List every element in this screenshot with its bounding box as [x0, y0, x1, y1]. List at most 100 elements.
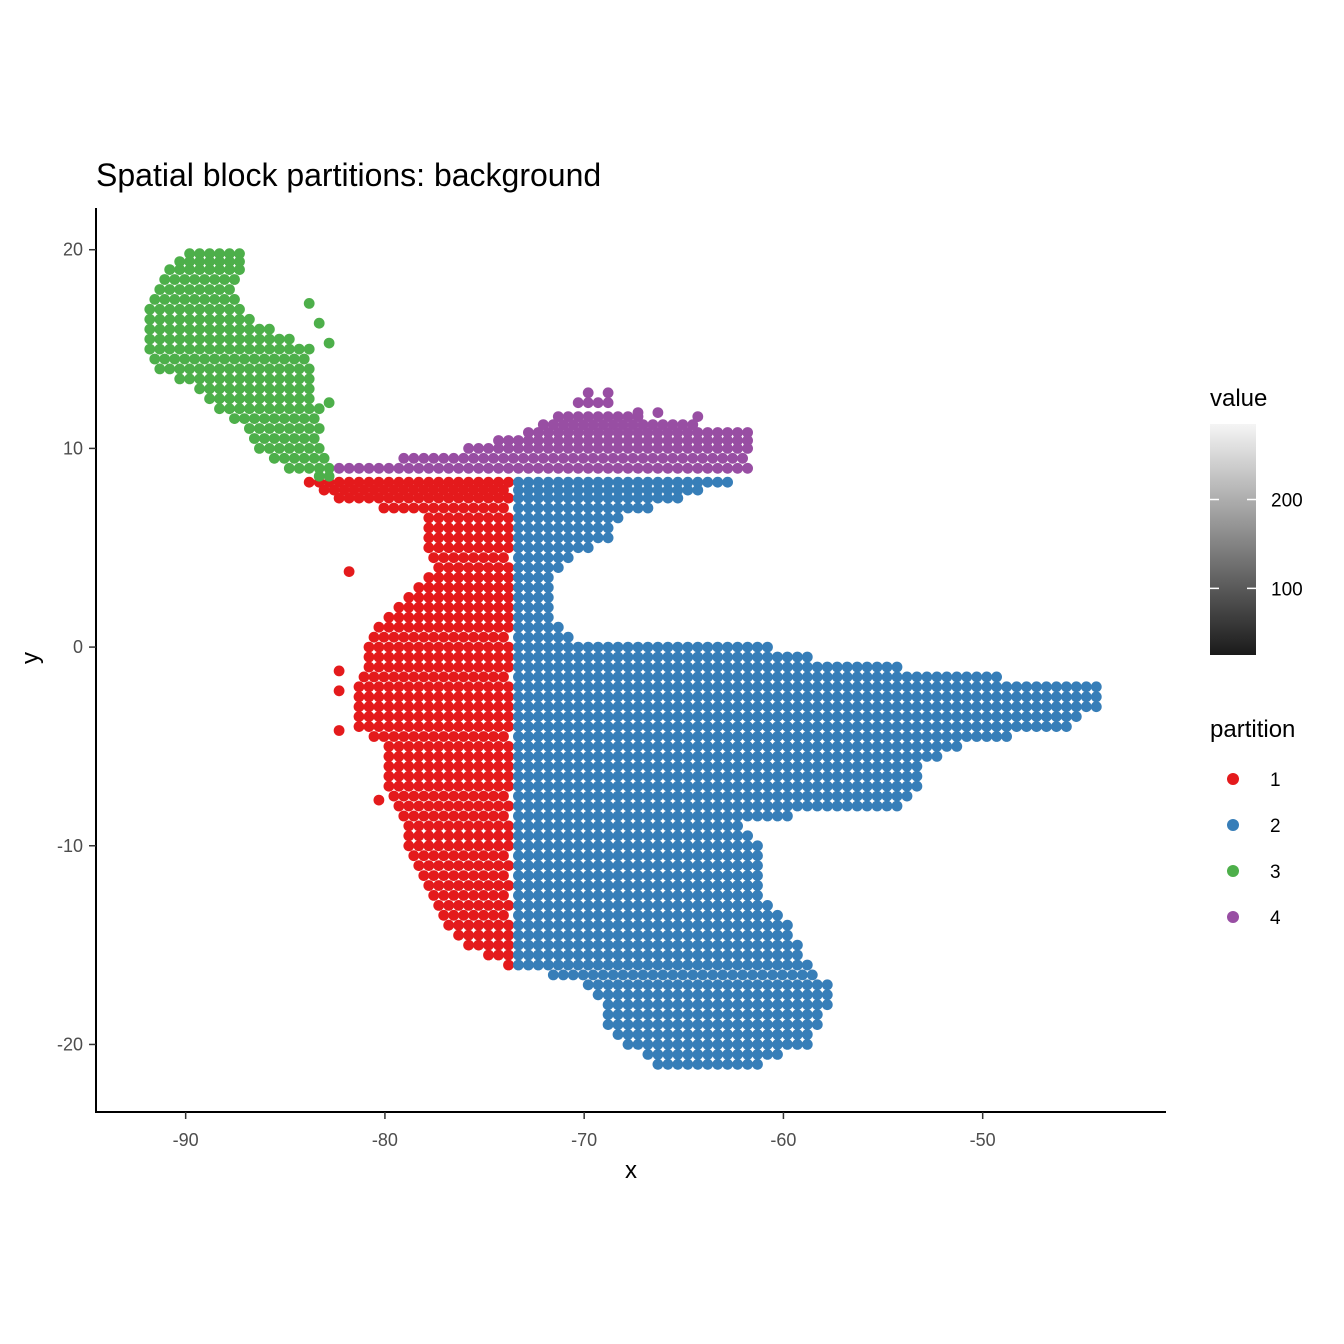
data-point: [542, 929, 554, 941]
data-point: [353, 701, 365, 713]
data-point: [642, 502, 654, 514]
data-point: [298, 413, 310, 424]
data-point: [722, 949, 733, 961]
data-point: [881, 731, 893, 742]
data-point: [712, 939, 724, 951]
data-point: [702, 959, 714, 971]
data-point: [931, 701, 943, 713]
data-point: [732, 780, 743, 792]
data-point: [632, 741, 644, 752]
data-point: [632, 890, 644, 901]
data-point: [881, 741, 893, 752]
data-point: [1061, 711, 1072, 722]
data-point: [373, 651, 385, 663]
data-point: [523, 542, 534, 554]
data-point: [488, 890, 499, 901]
data-point: [662, 741, 674, 752]
data-point: [752, 780, 763, 792]
data-point: [403, 840, 415, 852]
data-point: [423, 512, 435, 524]
data-point: [443, 661, 455, 673]
data-point: [622, 880, 634, 891]
data-point: [562, 492, 574, 504]
data-point: [383, 611, 395, 623]
data-point: [513, 681, 524, 693]
data-point: [742, 999, 753, 1011]
data-point: [811, 780, 823, 792]
data-point: [762, 909, 773, 921]
data-point: [433, 721, 445, 732]
data-point: [752, 989, 763, 1001]
data-point: [801, 999, 813, 1011]
data-point: [562, 552, 574, 564]
data-point: [413, 820, 425, 832]
data-point: [582, 397, 594, 409]
data-point: [602, 989, 614, 1001]
data-point: [373, 721, 385, 732]
data-point: [632, 770, 644, 782]
data-point: [552, 552, 564, 564]
data-point: [478, 552, 489, 564]
data-point: [483, 611, 494, 623]
data-point: [458, 790, 469, 802]
data-point: [851, 790, 863, 802]
data-point: [542, 870, 554, 881]
data-point: [552, 751, 564, 762]
data-point: [682, 1049, 694, 1060]
data-point: [503, 621, 514, 633]
data-point: [438, 731, 450, 742]
data-point: [283, 443, 295, 454]
data-point: [782, 949, 793, 961]
data-point: [463, 582, 474, 593]
data-point: [961, 711, 973, 722]
data-point: [572, 502, 584, 514]
data-point: [333, 476, 345, 488]
data-point: [742, 800, 753, 812]
data-point: [413, 611, 425, 623]
data-point: [667, 452, 679, 464]
data-point: [428, 790, 440, 802]
data-point: [562, 939, 574, 951]
data-point: [951, 741, 963, 752]
data-point: [463, 840, 474, 852]
data-point: [523, 860, 534, 871]
data-point: [428, 631, 440, 643]
data-point: [841, 751, 853, 762]
data-point: [473, 641, 484, 653]
data-point: [1011, 701, 1022, 713]
data-point: [463, 542, 474, 554]
data-point: [801, 770, 813, 782]
data-point: [532, 691, 544, 703]
data-point: [732, 681, 743, 693]
data-point: [692, 870, 704, 881]
data-point: [861, 691, 873, 703]
data-point: [293, 363, 305, 375]
data-point: [164, 333, 176, 345]
data-point: [532, 701, 544, 713]
data-point: [921, 701, 933, 713]
data-point: [951, 681, 963, 693]
data-point: [742, 880, 753, 891]
data-point: [523, 552, 534, 564]
data-point: [498, 631, 509, 643]
data-point: [423, 522, 435, 534]
data-point: [762, 671, 773, 683]
data-point: [782, 959, 793, 971]
data-point: [811, 681, 823, 693]
data-point: [762, 979, 773, 991]
data-point: [493, 476, 504, 488]
data-point: [712, 780, 724, 792]
data-point: [672, 800, 684, 812]
data-point: [572, 900, 584, 911]
data-point: [831, 711, 843, 722]
data-point: [632, 790, 644, 802]
data-point: [572, 870, 584, 881]
data-point: [742, 427, 753, 438]
data-point: [821, 770, 833, 782]
data-point: [622, 484, 634, 496]
data-point: [602, 760, 614, 772]
data-point: [562, 731, 574, 742]
data-point: [672, 671, 684, 683]
data-point: [523, 572, 534, 583]
data-point: [811, 701, 823, 713]
